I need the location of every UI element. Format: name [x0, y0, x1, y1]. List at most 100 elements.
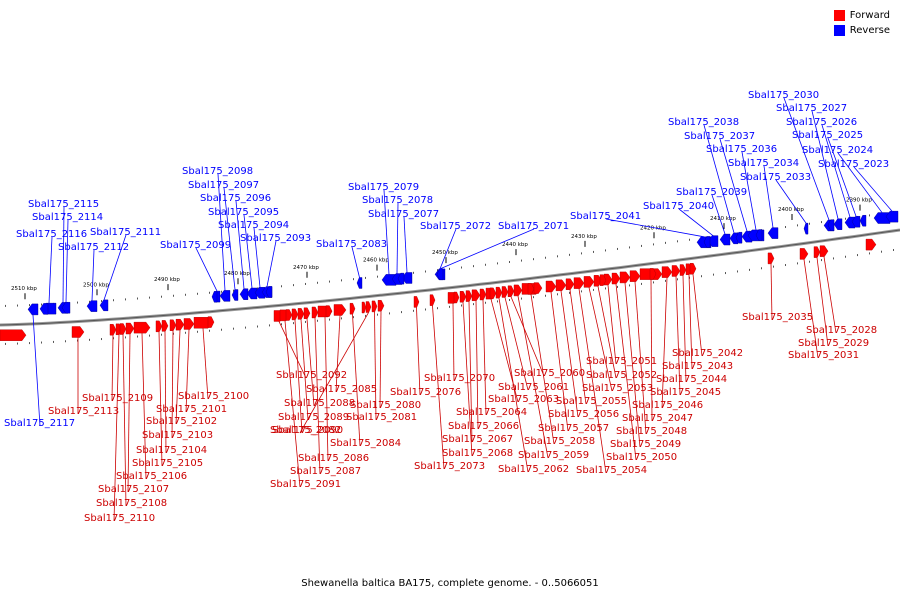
gene-label: Sbal175_2093: [240, 233, 311, 244]
gene-label: Sbal175_2112: [58, 242, 129, 253]
forward-gene-arrow: [291, 308, 299, 321]
axis-dot: [665, 279, 666, 282]
label-leader-line: [223, 187, 236, 290]
reverse-gene-arrow: [397, 272, 405, 285]
forward-gene-arrow: [371, 300, 378, 313]
gene-label: Sbal175_2030: [748, 90, 819, 101]
gene-label: Sbal175_2072: [420, 221, 491, 232]
forward-gene-arrow: [303, 307, 311, 319]
axis-dot: [365, 276, 366, 279]
gene-label: Sbal175_2082: [270, 425, 341, 436]
label-leader-line: [185, 329, 190, 413]
reverse-gene-arrow: [833, 218, 843, 230]
reverse-gene-arrow: [231, 289, 239, 301]
forward-gene-arrow: [527, 283, 535, 295]
legend-reverse: Reverse: [833, 23, 890, 38]
axis-dot: [629, 284, 630, 287]
axis-dot: [353, 278, 354, 281]
gene-label: Sbal175_2050: [606, 452, 677, 463]
axis-dot: [641, 282, 642, 285]
axis-dot: [689, 276, 690, 279]
gene-label: Sbal175_2076: [390, 387, 461, 398]
gene-label: Sbal175_2038: [668, 117, 739, 128]
gene-label: Sbal175_2115: [28, 199, 99, 210]
gene-label: Sbal175_2058: [524, 436, 595, 447]
forward-gene-arrow: [169, 319, 177, 331]
reverse-swatch: [833, 25, 845, 36]
axis-dot: [281, 285, 282, 288]
forward-gene-arrow: [565, 278, 575, 290]
gene-label: Sbal175_2028: [806, 325, 877, 336]
label-leader-line: [243, 214, 253, 289]
forward-swatch: [833, 10, 845, 21]
axis-dot: [605, 287, 606, 290]
label-leader-line: [661, 277, 668, 409]
gene-label: Sbal175_2037: [684, 131, 755, 142]
forward-gene-arrow: [489, 287, 497, 300]
axis-dot: [413, 309, 414, 312]
axis-dot: [749, 268, 750, 271]
axis-dot: [41, 341, 42, 344]
gene-label: Sbal175_2060: [514, 368, 585, 379]
label-leader-line: [127, 334, 131, 493]
label-leader-line: [650, 279, 653, 422]
gene-label: Sbal175_2068: [442, 448, 513, 459]
label-leader-line: [678, 208, 714, 236]
forward-gene-arrow: [325, 305, 333, 317]
axis-dot: [113, 337, 114, 340]
gene-label: Sbal175_2047: [622, 413, 693, 424]
axis-dot: [581, 252, 582, 255]
gene-label: Sbal175_2110: [84, 513, 155, 524]
axis-dot: [653, 243, 654, 246]
gene-label: Sbal175_2101: [156, 404, 227, 415]
axis-dot: [65, 340, 66, 343]
label-leader-line: [763, 165, 774, 228]
label-leader-line: [48, 236, 53, 304]
gene-label: Sbal175_2054: [576, 465, 647, 476]
axis-dot: [377, 313, 378, 316]
axis-dot: [569, 253, 570, 256]
label-leader-line: [235, 200, 245, 289]
gene-label: Sbal175_2042: [672, 348, 743, 359]
label-leader-line: [113, 334, 120, 522]
forward-genes: [0, 238, 877, 341]
axis-dot: [521, 297, 522, 300]
gene-label: Sbal175_2063: [488, 394, 559, 405]
label-leader-line: [306, 318, 315, 407]
axis-dot: [341, 279, 342, 282]
forward-gene-arrow: [155, 320, 163, 333]
gene-label: Sbal175_2108: [96, 498, 167, 509]
gene-label: Sbal175_2090: [272, 425, 343, 436]
label-leader-line: [578, 288, 607, 474]
label-leader-line: [560, 290, 579, 418]
axis-dot: [557, 255, 558, 258]
gene-label: Sbal175_2107: [98, 484, 169, 495]
reverse-gene-arrow: [767, 227, 779, 239]
gene-label: Sbal175_2095: [208, 207, 279, 218]
axis-dot: [773, 265, 774, 268]
label-leader-line: [432, 305, 445, 470]
forward-gene-arrow: [175, 318, 185, 331]
axis-dot: [233, 289, 234, 292]
label-leader-line: [853, 166, 893, 212]
gene-label: Sbal175_2104: [136, 445, 207, 456]
axis-dot: [473, 265, 474, 268]
forward-gene-arrow: [109, 324, 117, 336]
label-leader-line: [634, 281, 647, 435]
axis-dot: [653, 281, 654, 284]
axis-dot: [797, 224, 798, 227]
gene-label: Sbal175_2052: [586, 370, 657, 381]
label-leader-line: [284, 320, 301, 488]
axis-dot: [317, 281, 318, 284]
gene-label: Sbal175_2086: [298, 453, 369, 464]
gene-label: Sbal175_2067: [442, 434, 513, 445]
reverse-gene-arrow: [755, 229, 763, 241]
forward-gene-arrow: [507, 285, 515, 297]
forward-gene-arrow: [453, 291, 460, 304]
label-leader-line: [403, 216, 408, 273]
label-leader-line: [823, 256, 837, 334]
forward-gene-arrow: [161, 320, 169, 332]
label-leader-line: [550, 291, 569, 432]
label-leader-line: [62, 206, 65, 303]
